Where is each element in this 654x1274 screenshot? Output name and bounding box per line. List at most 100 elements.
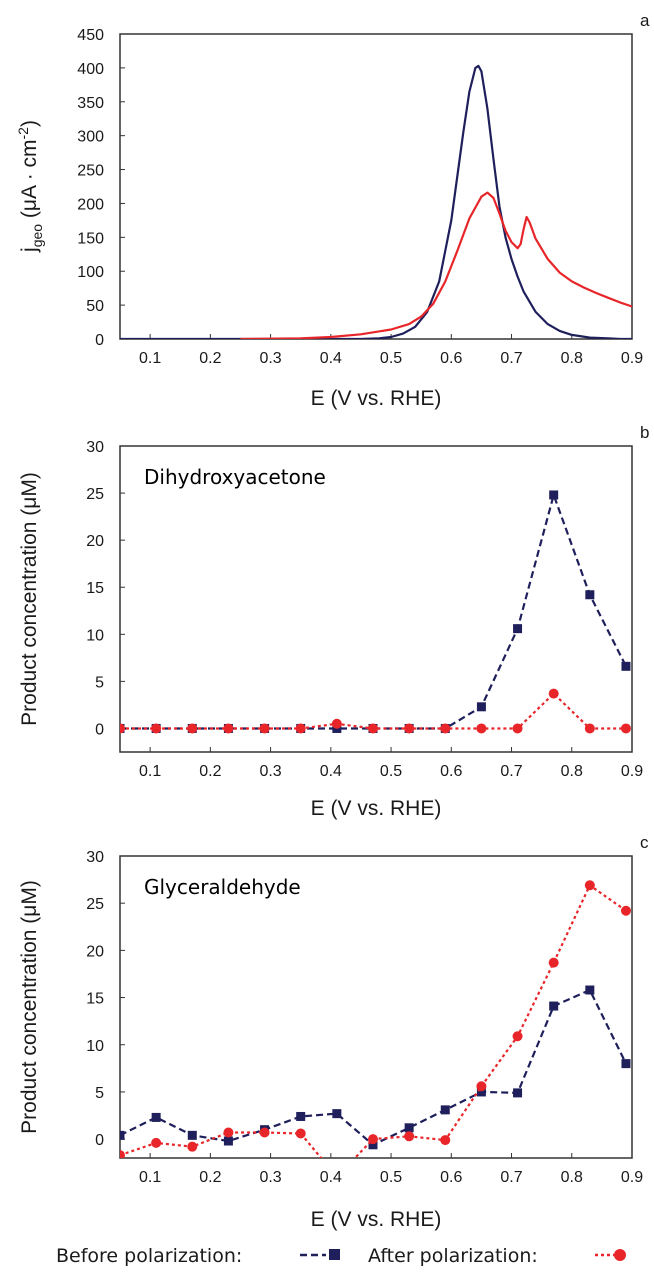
panel-b-xtick-label: 0.1 (139, 763, 161, 780)
panel-c-after-point (476, 1081, 487, 1092)
panel-b-ytick-label: 20 (86, 533, 104, 550)
panel-b-after-point (584, 723, 595, 734)
panel-a-ylabel-sub: geo (29, 224, 45, 248)
panel-c-xtick-label: 0.3 (259, 1169, 281, 1186)
panel-a-ytick-label: 300 (77, 129, 104, 146)
panel-a-ytick-label: 400 (77, 61, 104, 78)
panel-a-xtick-label: 0.3 (259, 350, 281, 367)
panel-b-after-point (331, 718, 342, 729)
panel-a-ytick-label: 100 (77, 264, 104, 281)
panel-a-ylabel-rest: (μA · cm (18, 139, 41, 223)
panel-c-before-point (187, 1130, 197, 1140)
panel-b-after-point (404, 723, 415, 734)
panel-c-ytick-label: 15 (86, 991, 104, 1008)
panel-b-after-point (120, 723, 125, 734)
panel-a-ytick-label: 200 (77, 196, 104, 213)
panel-c-ytick-label: 30 (86, 849, 104, 866)
panel-a-ylabel-sup: -2 (15, 127, 31, 140)
panel-c-after-point (259, 1127, 270, 1138)
panel-b-xtick-label: 0.5 (380, 763, 402, 780)
panel-b-before-point (549, 490, 559, 500)
legend-after-label: After polarization: (368, 1245, 538, 1267)
panel-b-after-point (512, 723, 523, 734)
panel-c-before-point (440, 1105, 450, 1115)
panel-c-before-point (549, 1001, 559, 1011)
panel-a-xtick-label: 0.9 (621, 350, 643, 367)
panel-a-xtick-label: 0.1 (139, 350, 161, 367)
panel-c-before-point (223, 1136, 233, 1146)
panel-b-after-point (476, 723, 487, 734)
panel-c-after-point (512, 1031, 523, 1042)
panel-b-after-point (259, 723, 270, 734)
panel-c-before-point (476, 1087, 486, 1097)
panel-a-letter: a (640, 11, 650, 30)
panel-c-before-point (120, 1130, 125, 1140)
panel-c-after-point (151, 1137, 162, 1148)
panel-c-before-point (513, 1088, 523, 1098)
panel-a-series-0-line (120, 64, 632, 339)
panel-c-after-point (620, 905, 631, 916)
legend: Before polarization: After polarization: (56, 1245, 626, 1267)
panel-a-xtick-label: 0.2 (199, 350, 221, 367)
panel-c-after-point (404, 1131, 415, 1142)
panel-a-ytick-label: 150 (77, 230, 104, 247)
panel-b-before-point (513, 624, 523, 634)
panel-b-annotation: Dihydroxyacetone (144, 465, 326, 489)
panel-a-xtick-label: 0.7 (500, 350, 522, 367)
panel-b-after-point (223, 723, 234, 734)
panel-c-ticks: 0.1 0.2 0.3 0.4 0.5 0.6 0.7 0.8 0.9 0 5 10 15 20 25 30 (86, 849, 643, 1186)
panel-b-letter: b (640, 423, 649, 442)
panel-b-before-point (585, 590, 595, 600)
panel-b-xtick-label: 0.3 (259, 763, 281, 780)
panel-a-xtick-label: 0.8 (561, 350, 583, 367)
panel-c-after-point (295, 1128, 306, 1139)
panel-b-ticks: 0.1 0.2 0.3 0.4 0.5 0.6 0.7 0.8 0.9 0 5 10 15 20 25 30 (86, 439, 643, 780)
panel-c-xtick-label: 0.6 (440, 1169, 462, 1186)
panel-c-ytick-label: 10 (86, 1038, 104, 1055)
panel-b-xtick-label: 0.7 (500, 763, 522, 780)
panel-b-ylabel: Product concentration (μM) (18, 472, 41, 726)
panel-b-after-point (367, 723, 378, 734)
panel-a-ytick-label: 50 (86, 298, 104, 315)
panel-a-xtick-label: 0.6 (440, 350, 462, 367)
panel-b-after-point (440, 723, 451, 734)
panel-b-before-point (621, 661, 631, 671)
panel-b-after-point (295, 723, 306, 734)
panel-b-ytick-label: 15 (86, 580, 104, 597)
panel-c-after-point (440, 1135, 451, 1146)
panel-a-xtick-label: 0.5 (380, 350, 402, 367)
panel-c-frame (119, 855, 633, 1159)
panel-c-before-point (368, 1140, 378, 1150)
panel-b-ytick-label: 30 (86, 439, 104, 456)
panel-b-xtick-label: 0.6 (440, 763, 462, 780)
panel-b-after-point (620, 723, 631, 734)
panel-c-ytick-label: 0 (95, 1132, 104, 1149)
panel-c-xtick-label: 0.5 (380, 1169, 402, 1186)
panel-c-before-point (332, 1109, 342, 1119)
panel-c-before-point (621, 1059, 631, 1069)
panel-b-xtick-label: 0.8 (561, 763, 583, 780)
panel-b-after-point (187, 723, 198, 734)
legend-before-label: Before polarization: (56, 1245, 242, 1267)
panel-a-ylabel-close: ) (18, 120, 41, 127)
panel-c-ytick-label: 5 (95, 1085, 104, 1102)
panel-a-ylabel-main: j (18, 247, 41, 253)
panel-c-xtick-label: 0.4 (320, 1169, 342, 1186)
panel-b-xtick-label: 0.9 (621, 763, 643, 780)
panel-c-ytick-label: 25 (86, 896, 104, 913)
panel-b-ytick-label: 10 (86, 627, 104, 644)
panel-b-ytick-label: 5 (95, 674, 104, 691)
panel-a-ytick-label: 250 (77, 163, 104, 180)
panel-b-xtick-label: 0.4 (320, 763, 342, 780)
panel-c-after-point (548, 957, 559, 968)
panel-b-data (120, 490, 631, 734)
panel-c-letter: c (640, 833, 649, 852)
panel-a-ytick-label: 450 (77, 27, 104, 44)
panel-a-data (120, 64, 632, 339)
panel-a-ytick-label: 0 (95, 332, 104, 349)
panel-c-before-point (151, 1112, 161, 1122)
panel-c-before-point (585, 985, 595, 995)
panel-c-ytick-label: 20 (86, 943, 104, 960)
panel-b-ytick-label: 25 (86, 486, 104, 503)
